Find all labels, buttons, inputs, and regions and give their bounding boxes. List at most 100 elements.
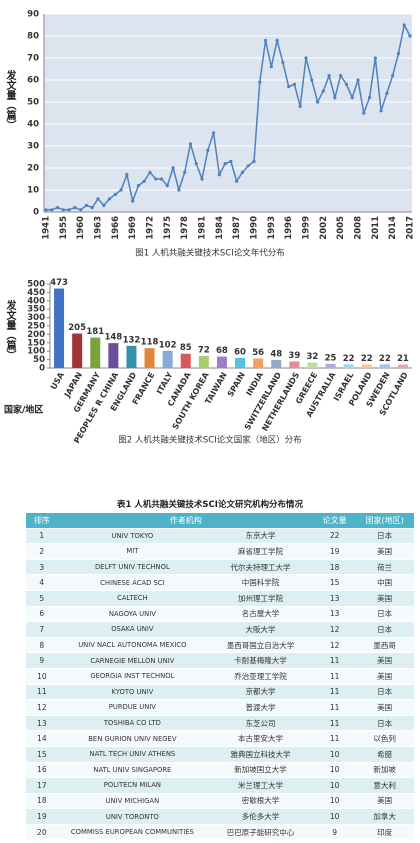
header-cell: 作者机构 [57,513,314,529]
marker [79,208,83,212]
table-cell: 中国科学院 [207,574,314,591]
table-cell: 米兰理工大学 [207,777,314,794]
marker [321,89,325,93]
marker [379,109,383,113]
marker [73,206,77,210]
table-row: 11 KYOTO UNIV 京都大学 11 日本 [26,684,414,701]
table-row: 4 CHINESE ACAD SCI 中国科学院 15 中国 [26,574,414,591]
x-tick-label: 2011 [371,216,381,240]
table-cell: TOSHIBA CO LTD [57,715,208,732]
y-tick-label: 100 [27,347,45,357]
table-cell: BEN GURION UNIV NEGEV [57,730,208,747]
table-cell: POLITECN MILAN [57,777,208,794]
marker [50,208,54,212]
table-cell: 16 [26,762,58,779]
marker [327,74,331,78]
table-cell: 5 [26,590,58,607]
table-cell: 巴巴原子能研究中心 [207,824,314,841]
table-cell: 3 [26,559,58,576]
table-cell: 密歇根大学 [207,793,314,810]
table-cell: 希腊 [355,746,414,763]
table-row: 1 UNIV TOKYO 东京大学 22 日本 [26,528,414,545]
marker [229,159,233,163]
table-cell: 美国 [355,668,414,685]
table-cell: 15 [26,746,58,763]
y-tick-label: 0 [39,364,45,374]
y-tick-label: 80 [27,32,39,42]
table-cell: 多伦多大学 [207,808,314,825]
bar [162,350,173,368]
table-cell: 雅典国立科技大学 [207,746,314,763]
marker [165,184,169,188]
table-cell: KYOTO UNIV [57,684,208,701]
table-cell: DELFT UNIV TECHNOL [57,559,208,576]
data-label: 132 [123,335,141,345]
table-cell: 京都大学 [207,684,314,701]
table-cell: CALTECH [57,590,208,607]
table-cell: UNIV MICHIGAN [57,793,208,810]
table-cell: 13 [313,590,356,607]
table-cell: 10 [313,746,356,763]
data-label: 25 [325,353,337,363]
y-tick-label: 20 [27,164,39,174]
table-cell: 7 [26,621,58,638]
table-cell: COMMISS EUROPEAN COMMUNITIES [57,824,208,841]
data-label: 102 [159,340,177,350]
bar [198,355,209,368]
table-cell: 新加坡国立大学 [207,762,314,779]
y-tick-label: 90 [27,10,39,20]
table-row: 19 UNIV TORONTO 多伦多大学 10 加拿大 [26,808,414,825]
header-row: 排序 作者机构 论文量 国家(地区) [26,513,414,529]
table-cell: 10 [313,777,356,794]
y-tick-label: 500 [27,280,45,290]
table-row: 18 UNIV MICHIGAN 密歇根大学 10 美国 [26,793,414,810]
x-tick-label: 1966 [111,216,121,240]
marker [373,56,377,60]
table-cell: 4 [26,574,58,591]
table-cell: 11 [313,699,356,716]
x-axis-label: 国家/地区 [4,404,43,416]
table-cell: 日本 [355,528,414,545]
table-cell: 9 [313,824,356,841]
y-tick-label: 70 [27,54,39,64]
bar [361,364,372,368]
charts: 图1 人机共融关键技术SCI论文年代分布发文量（篇）01020304050607… [4,10,416,446]
table-cell: 普渡大学 [207,699,314,716]
data-label: 181 [86,327,104,337]
marker [107,197,112,201]
marker [367,96,372,100]
marker [315,100,320,104]
table-cell: 加拿大 [355,808,414,825]
marker [131,199,135,203]
table-cell: 卡耐基梅隆大学 [207,652,314,669]
table-cell: 10 [26,668,58,685]
table-cell: 1 [26,528,58,545]
marker [188,142,193,146]
x-tick-label: 1963 [94,216,104,240]
marker [142,179,146,183]
table-cell: NATL UNIV SINGAPORE [57,762,208,779]
marker [396,52,401,56]
table-cell: UNIV TOKYO [57,528,208,545]
table-cell: 大阪大学 [207,621,314,638]
header-cell: 排序 [26,513,58,529]
marker [246,164,250,168]
table-cell: 日本 [355,684,414,701]
data-label: 22 [379,354,391,364]
y-tick-label: 0 [33,208,39,218]
data-label: 205 [68,323,86,333]
table-cell: 美国 [355,793,414,810]
marker [235,179,239,183]
marker [206,148,210,152]
bar [108,343,119,368]
marker [136,184,141,188]
table-cell: 19 [313,543,356,560]
marker [61,208,65,212]
table-row: 5 CALTECH 加州理工学院 13 美国 [26,590,414,607]
table-title: 表1 人机共融关键技术SCI论文研究机构分布情况 [117,500,303,510]
table-cell: 本古里安大学 [207,730,314,747]
header-cell: 论文量 [313,513,356,529]
table-row: 6 NAGOYA UNIV 名古屋大学 13 日本 [26,606,414,623]
x-tick-label: 2002 [319,216,329,240]
